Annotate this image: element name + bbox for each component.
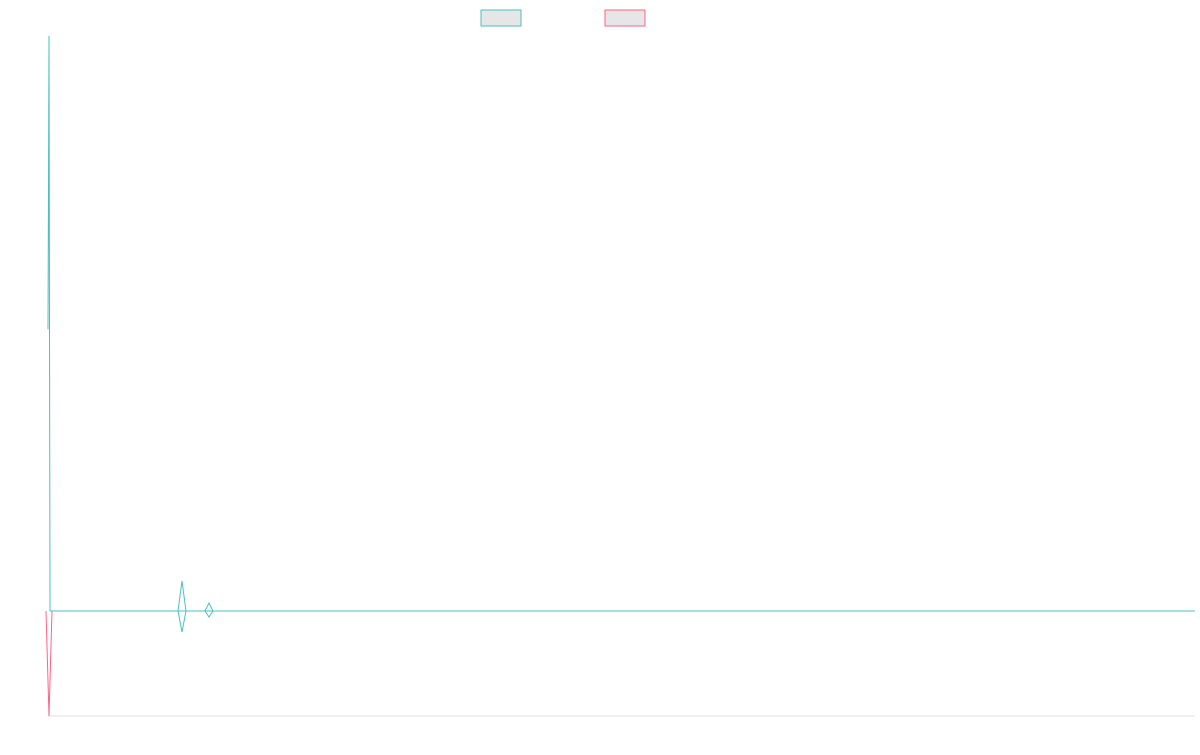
spike-marker-1 bbox=[177, 580, 187, 633]
legend[interactable] bbox=[480, 9, 646, 27]
pink-spike bbox=[45, 610, 53, 717]
spike-marker-2 bbox=[204, 601, 214, 618]
legend-swatch-series-1[interactable] bbox=[480, 9, 522, 27]
series-layer bbox=[45, 35, 1195, 717]
legend-swatch-series-2[interactable] bbox=[604, 9, 646, 27]
series-line-1[interactable] bbox=[47, 35, 1195, 612]
